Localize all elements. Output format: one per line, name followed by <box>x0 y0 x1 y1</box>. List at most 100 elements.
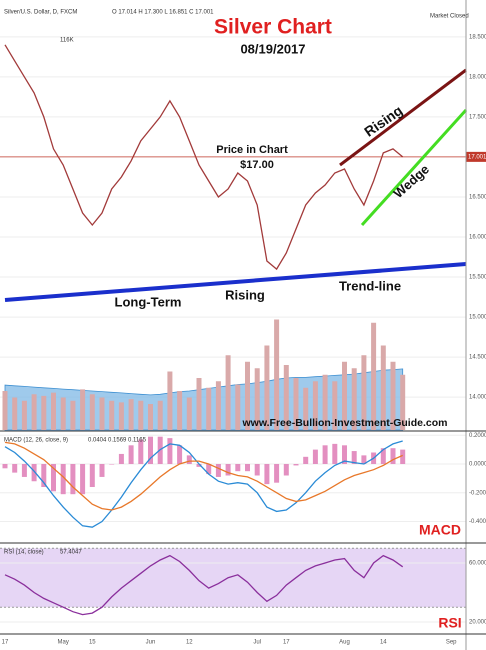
bar <box>351 451 357 464</box>
macd-values: 0.0404 0.1569 0.1165 <box>88 438 147 444</box>
x-tick-label: 17 <box>2 640 9 646</box>
bar <box>109 463 115 465</box>
bar <box>283 463 289 476</box>
bar <box>99 463 105 477</box>
y-tick-label: 20.0000 <box>469 620 486 626</box>
bar <box>41 463 47 487</box>
bar <box>99 397 105 430</box>
bar <box>390 448 396 464</box>
y-tick-label: 15.500 <box>469 275 486 281</box>
bar <box>128 445 134 464</box>
bar <box>2 391 8 430</box>
bar <box>138 439 144 464</box>
bar <box>361 455 367 464</box>
bar <box>177 391 183 430</box>
macd-label: MACD <box>419 522 461 538</box>
x-tick-label: 15 <box>89 640 96 646</box>
rising-line-top <box>339 68 467 167</box>
plots: 14.000 14.500 15.000 15.500 16.000 16.500 17.0… <box>0 34 486 646</box>
bar <box>21 400 27 430</box>
x-tick-label: Jul <box>253 640 261 646</box>
bar <box>167 371 173 430</box>
bar <box>245 463 250 472</box>
x-tick-label: May <box>58 640 69 646</box>
website: www.Free-Bullion-Investment-Guide.com <box>242 417 448 429</box>
macd-title: MACD (12, 26, close, 9) <box>4 438 68 444</box>
last-price-label: 17.001 <box>468 154 486 160</box>
title: Silver Chart <box>214 16 332 39</box>
price-note: Price in Chart <box>216 144 288 156</box>
bar <box>303 456 309 464</box>
bar <box>390 361 396 430</box>
rsi-title: RSI (14, close) <box>4 550 44 556</box>
bar <box>89 394 95 430</box>
series-line <box>4 440 403 528</box>
bar <box>177 445 183 464</box>
bar <box>215 381 221 430</box>
bar <box>225 463 231 476</box>
bar <box>196 378 202 430</box>
x-tick-label: Sep <box>446 640 457 646</box>
price-value: $17.00 <box>240 159 274 171</box>
bar <box>283 365 289 430</box>
bar <box>157 400 163 430</box>
bar <box>51 392 56 430</box>
trend-line-label: Trend-line <box>339 278 401 293</box>
bar <box>274 319 280 430</box>
bar <box>12 397 18 430</box>
bar <box>12 463 18 473</box>
bar <box>235 463 241 472</box>
bar <box>60 397 66 430</box>
bar <box>167 438 173 464</box>
bar <box>322 374 328 430</box>
x-tick-label: 12 <box>186 640 193 646</box>
series-line <box>4 44 404 271</box>
bar <box>89 463 95 487</box>
rising-bottom: Rising <box>225 287 265 302</box>
bar <box>80 463 86 495</box>
wedge-line <box>360 108 468 227</box>
y-tick-label: 18.500 <box>469 34 486 40</box>
symbol: Silver/U.S. Dollar, D, FXCM <box>4 10 77 16</box>
bar <box>148 404 153 430</box>
x-tick-label: Jun <box>146 640 156 646</box>
bar <box>60 463 66 495</box>
long-term-trend-line <box>4 262 467 302</box>
bar <box>312 449 318 464</box>
bar <box>206 463 212 475</box>
bar <box>215 463 221 477</box>
bar <box>2 463 8 469</box>
bar <box>380 345 386 430</box>
y-tick-label: 60.0000 <box>469 561 486 567</box>
bar <box>31 394 37 430</box>
y-tick-label: -0.2000 <box>469 490 486 496</box>
bar <box>264 463 270 485</box>
series-line <box>4 554 404 616</box>
bar <box>41 395 47 430</box>
bar <box>196 463 202 467</box>
bar <box>235 384 241 430</box>
y-tick-label: 17.500 <box>469 114 486 120</box>
bar <box>225 355 231 430</box>
bar <box>21 463 27 477</box>
bar <box>332 381 338 430</box>
bar <box>206 387 212 430</box>
bar <box>80 389 86 430</box>
bar <box>400 374 406 430</box>
y-tick-label: 0.0000 <box>469 462 486 468</box>
bar <box>293 463 299 466</box>
rsi-values: 57.4047 <box>60 550 82 556</box>
bar <box>274 463 280 483</box>
bar <box>322 445 328 464</box>
bar <box>371 322 377 430</box>
bar <box>245 361 250 430</box>
bar <box>186 455 192 464</box>
bar <box>254 463 260 476</box>
x-tick-label: 14 <box>380 640 387 646</box>
volume-label: 116K <box>60 38 74 44</box>
bar <box>51 463 56 492</box>
y-tick-label: 14.500 <box>469 355 486 361</box>
bar <box>109 400 115 430</box>
bar <box>361 355 367 430</box>
